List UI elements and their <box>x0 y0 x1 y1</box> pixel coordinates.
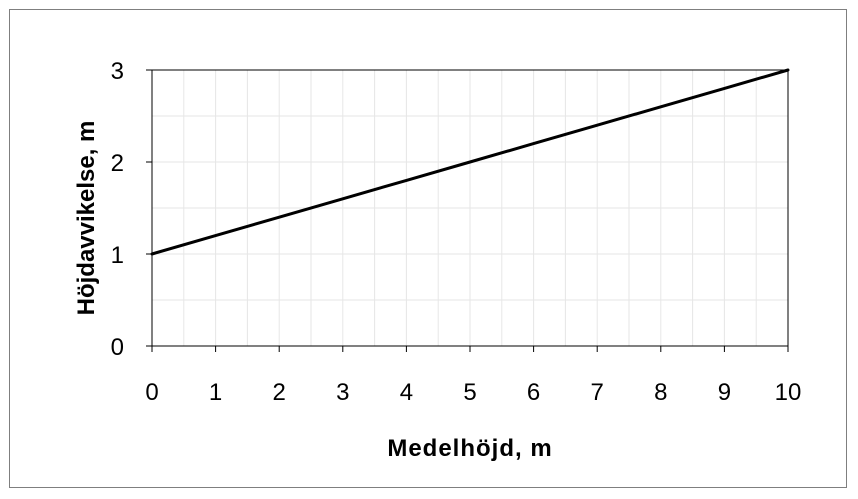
x-tick-label: 10 <box>775 379 802 406</box>
x-axis-title: Medelhöjd, m <box>387 435 552 462</box>
series-line <box>150 68 790 256</box>
y-tick-label: 2 <box>111 150 124 177</box>
y-tick-label: 3 <box>111 58 124 85</box>
axis-ticks <box>146 69 789 352</box>
x-tick-label: 0 <box>145 379 158 406</box>
x-tick-label: 9 <box>718 379 731 406</box>
y-axis-title: Höjdavvikelse, m <box>73 121 100 316</box>
series <box>150 68 790 256</box>
y-tick-label: 0 <box>111 334 124 361</box>
x-tick-label: 5 <box>463 379 476 406</box>
x-tick-label: 2 <box>273 379 286 406</box>
tick-labels: 0 1 2 3 4 5 6 7 8 9 10 0 1 2 3 <box>111 58 802 406</box>
x-tick-label: 6 <box>527 379 540 406</box>
y-tick-label: 1 <box>111 242 124 269</box>
x-tick-label: 7 <box>591 379 604 406</box>
grid <box>152 70 788 346</box>
x-tick-label: 3 <box>336 379 349 406</box>
chart-frame <box>9 9 847 488</box>
x-tick-label: 4 <box>400 379 413 406</box>
x-tick-label: 8 <box>654 379 667 406</box>
x-tick-label: 1 <box>209 379 222 406</box>
